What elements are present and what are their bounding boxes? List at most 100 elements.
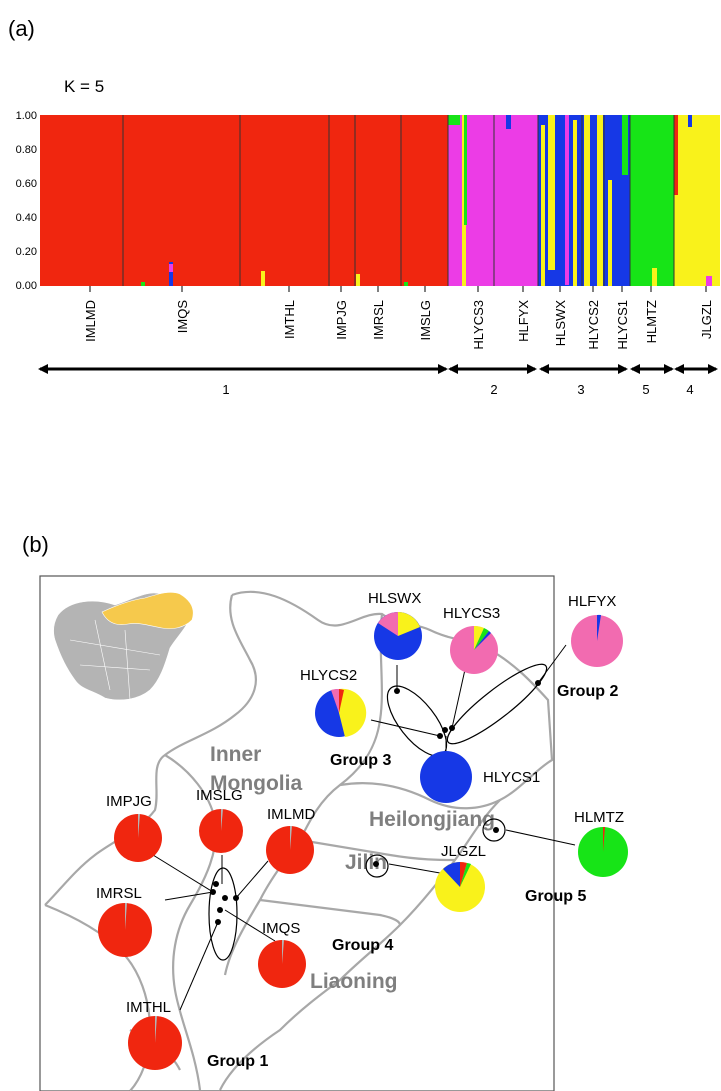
region-label: Liaoning: [310, 970, 398, 993]
pop-label: HLYCS2: [586, 300, 601, 350]
pie-label: JLGZL: [441, 843, 486, 860]
bar-noise: [674, 115, 678, 195]
bar-noise: [506, 115, 511, 129]
pop-label: IMSLG: [418, 300, 433, 340]
pie-label: IMTHL: [126, 999, 171, 1016]
pie-label: IMRSL: [96, 885, 142, 902]
bar-noise: [688, 115, 692, 127]
pie-label: HLYCS3: [443, 605, 500, 622]
bar-block-imlmd-imslg: [40, 115, 448, 286]
region-labels: Inner Mongolia Heilongjiang Jilin Liaoni…: [210, 743, 495, 993]
group-label: 3: [577, 382, 584, 397]
bar-noise: [141, 282, 145, 286]
group-label: 2: [490, 382, 497, 397]
region-label: Heilongjiang: [369, 808, 495, 831]
bar-noise: [169, 264, 173, 272]
region-label: Mongolia: [210, 772, 302, 795]
bar-noise: [356, 274, 360, 286]
group-labels-b: Group 1 Group 2 Group 3 Group 4 Group 5: [207, 683, 618, 1070]
pie-label: HLYCS2: [300, 667, 357, 684]
bar-noise: [261, 271, 265, 286]
bar-block-hlycs3: [448, 115, 494, 286]
pie-labels: HLSWX HLYCS3 HLFYX HLYCS2 HLYCS1 HLMTZ I…: [96, 590, 624, 1016]
province-borders: [44, 590, 554, 1091]
china-inset-map: [53, 592, 194, 701]
leader-lines: [152, 644, 576, 1011]
pop-label: HLYCS1: [615, 300, 630, 350]
y-axis: 1.00 0.80 0.60 0.40 0.20 0.00: [16, 110, 37, 292]
bar-noise: [541, 125, 545, 286]
group-label: Group 2: [557, 683, 618, 700]
group-label: Group 1: [207, 1053, 268, 1070]
group-labels-a: 1 2 3 5 4: [222, 382, 693, 397]
pie-label: HLYCS1: [483, 769, 540, 786]
group-label: Group 3: [330, 752, 391, 769]
pie-label: IMQS: [262, 920, 300, 937]
bar-noise: [622, 115, 628, 175]
y-tick-label: 0.60: [16, 178, 37, 190]
bar-noise: [404, 282, 408, 286]
pie-hlycs2: [315, 688, 367, 737]
pop-label: IMQS: [175, 300, 190, 334]
pop-label: IMTHL: [282, 300, 297, 339]
structure-plot: [40, 115, 720, 286]
pie-imlmd: [266, 825, 314, 874]
group-label: 1: [222, 382, 229, 397]
bar-noise: [169, 262, 173, 286]
pie-label: IMPJG: [106, 793, 152, 810]
pop-label: IMPJG: [334, 300, 349, 340]
pie-imthl: [128, 1015, 182, 1070]
pop-label: HLYCS3: [471, 300, 486, 350]
y-tick-label: 0.80: [16, 144, 37, 156]
pop-label: IMLMD: [83, 300, 98, 342]
group-ellipses: [208, 663, 548, 961]
pie-label: IMSLG: [196, 787, 243, 804]
group-label: Group 4: [332, 937, 393, 954]
bar-noise: [706, 276, 712, 286]
population-labels: IMLMD IMQS IMTHL IMPJG IMRSL IMSLG HLYCS…: [83, 286, 714, 350]
pie-hlmtz: [578, 826, 628, 877]
bar-noise: [464, 115, 467, 225]
bar-noise: [584, 115, 590, 286]
y-tick-label: 0.00: [16, 280, 37, 292]
bar-block-jlgzl: [674, 115, 720, 286]
pop-label: HLFYX: [516, 300, 531, 342]
bar-block-hlfyx: [494, 115, 538, 286]
pop-label: HLSWX: [553, 300, 568, 347]
population-separators: [122, 115, 675, 286]
bar-noise: [597, 115, 603, 286]
pie-imqs: [258, 939, 306, 988]
panel-a-label: (a): [8, 16, 35, 41]
pie-hlswx: [374, 612, 422, 660]
pie-imrsl: [98, 902, 152, 957]
group-label: 5: [642, 382, 649, 397]
pop-label: IMRSL: [371, 300, 386, 340]
pie-label: HLSWX: [368, 590, 421, 607]
pie-hlycs3: [450, 625, 498, 674]
y-tick-label: 0.20: [16, 246, 37, 258]
pie-hlycs1: [420, 751, 472, 803]
pie-charts: [98, 612, 628, 1070]
pop-label: JLGZL: [699, 300, 714, 339]
y-tick-label: 0.40: [16, 212, 37, 224]
bar-noise: [652, 268, 657, 286]
pie-jlgzl: [435, 862, 485, 912]
pie-label: IMLMD: [267, 806, 316, 823]
bar-noise: [565, 115, 569, 285]
pie-label: HLFYX: [568, 593, 616, 610]
pie-label: HLMTZ: [574, 809, 624, 826]
k-label: K = 5: [64, 77, 104, 96]
bar-noise: [548, 115, 555, 270]
pie-hlfyx: [571, 614, 623, 667]
pie-imslg: [199, 808, 243, 853]
group-label: Group 5: [525, 888, 586, 905]
y-tick-label: 1.00: [16, 110, 37, 122]
bar-noise: [608, 180, 612, 286]
group-label: 4: [686, 382, 693, 397]
pie-impjg: [114, 813, 162, 862]
panel-b-label: (b): [22, 532, 49, 557]
bar-block-hlmtz: [630, 115, 674, 286]
bar-noise: [448, 115, 460, 125]
pop-label: HLMTZ: [644, 300, 659, 343]
